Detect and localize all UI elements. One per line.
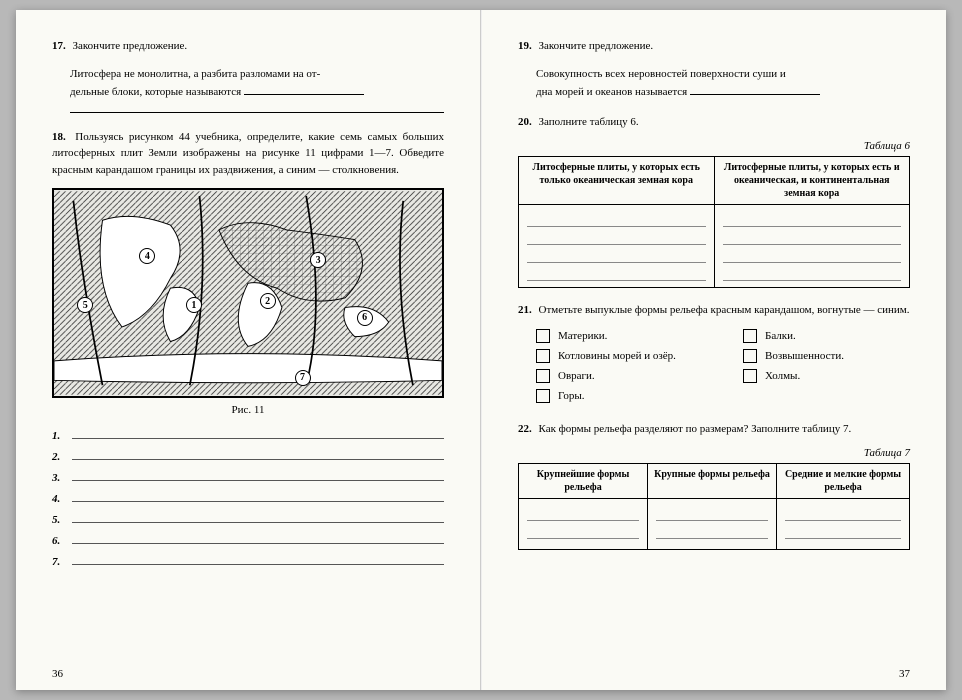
answer-lines: 1. 2. 3. 4. 5. 6. 7. (52, 430, 444, 568)
table-cell[interactable] (519, 205, 715, 288)
task-19: 19. Закончите предложение. (518, 38, 910, 55)
task-num: 19. (518, 40, 532, 52)
blank-line[interactable] (70, 112, 444, 113)
map-label-2: 2 (260, 293, 276, 309)
blank-line[interactable] (72, 459, 444, 460)
check-item: Возвышенности. (743, 349, 910, 363)
answer-line: 6. (52, 535, 444, 547)
blank-line[interactable] (72, 564, 444, 565)
map-label-7: 7 (295, 370, 311, 386)
check-item: Балки. (743, 329, 910, 343)
answer-line: 5. (52, 514, 444, 526)
table-label: Таблица 7 (518, 447, 910, 459)
table-cell[interactable] (519, 499, 648, 550)
table-header: Крупнейшие формы рельефа (519, 464, 648, 499)
table-header: Литосферные плиты, у которых есть и океа… (714, 157, 910, 205)
task-20: 20. Заполните таблицу 6. (518, 114, 910, 131)
figure-map: 1 2 3 4 5 6 7 (52, 188, 444, 398)
task-num: 22. (518, 423, 532, 435)
sentence-line: Совокупность всех неровностей поверхност… (536, 68, 786, 80)
table-header: Средние и мелкие формы рельефа (777, 464, 910, 499)
checkbox[interactable] (743, 369, 757, 383)
check-item: Котловины морей и озёр. (536, 349, 703, 363)
checkbox[interactable] (536, 389, 550, 403)
map-label-6: 6 (357, 310, 373, 326)
blank-line[interactable] (72, 480, 444, 481)
check-item: Материки. (536, 329, 703, 343)
checkbox[interactable] (536, 349, 550, 363)
blank-line[interactable] (244, 94, 364, 95)
check-item: Холмы. (743, 369, 910, 383)
task-18: 18. Пользуясь рисунком 44 учебника, опре… (52, 129, 444, 179)
blank-line[interactable] (72, 543, 444, 544)
sentence-line: Литосфера не монолитна, а разбита разлом… (70, 68, 320, 80)
check-item: Овраги. (536, 369, 703, 383)
table-cell[interactable] (648, 499, 777, 550)
checkbox[interactable] (536, 329, 550, 343)
task-text: Пользуясь рисунком 44 учебника, определи… (52, 131, 444, 176)
answer-line: 7. (52, 556, 444, 568)
page-number: 37 (899, 668, 910, 680)
task-num: 20. (518, 116, 532, 128)
page-left: 17. Закончите предложение. Литосфера не … (16, 10, 481, 690)
task-text: Отметьте выпуклые формы рельефа красным … (539, 304, 910, 316)
check-item: Горы. (536, 389, 703, 403)
task-instruction: Закончите предложение. (539, 40, 654, 52)
figure-caption: Рис. 11 (52, 404, 444, 416)
sentence-line: дна морей и океанов называется (536, 86, 687, 98)
task-num: 17. (52, 40, 66, 52)
task-instruction: Заполните таблицу 6. (539, 116, 639, 128)
task-17: 17. Закончите предложение. (52, 38, 444, 55)
book-spread: 17. Закончите предложение. Литосфера не … (16, 10, 946, 690)
task-21: 21. Отметьте выпуклые формы рельефа крас… (518, 302, 910, 319)
answer-line: 2. (52, 451, 444, 463)
world-map-svg (54, 190, 442, 396)
task-num: 21. (518, 304, 532, 316)
table-cell[interactable] (777, 499, 910, 550)
task-num: 18. (52, 131, 66, 143)
answer-line: 1. (52, 430, 444, 442)
table-cell[interactable] (714, 205, 910, 288)
checkbox[interactable] (743, 349, 757, 363)
answer-line: 3. (52, 472, 444, 484)
page-right: 19. Закончите предложение. Совокупность … (481, 10, 946, 690)
task-text: Как формы рельефа разделяют по размерам?… (539, 423, 852, 435)
check-col-left: Материки. Котловины морей и озёр. Овраги… (536, 329, 703, 409)
table-7: Крупнейшие формы рельефа Крупные формы р… (518, 463, 910, 550)
blank-line[interactable] (72, 501, 444, 502)
table-6: Литосферные плиты, у которых есть только… (518, 156, 910, 288)
sentence-line: дельные блоки, которые называются (70, 86, 241, 98)
check-col-right: Балки. Возвышенности. Холмы. (743, 329, 910, 409)
answer-line: 4. (52, 493, 444, 505)
table-header: Крупные формы рельефа (648, 464, 777, 499)
checkbox-group: Материки. Котловины морей и озёр. Овраги… (536, 329, 910, 409)
table-header: Литосферные плиты, у которых есть только… (519, 157, 715, 205)
task-17-body: Литосфера не монолитна, а разбита разлом… (70, 65, 444, 113)
task-instruction: Закончите предложение. (73, 40, 188, 52)
checkbox[interactable] (743, 329, 757, 343)
page-number: 36 (52, 668, 63, 680)
task-19-body: Совокупность всех неровностей поверхност… (536, 65, 910, 102)
blank-line[interactable] (72, 438, 444, 439)
blank-line[interactable] (690, 94, 820, 95)
table-label: Таблица 6 (518, 140, 910, 152)
checkbox[interactable] (536, 369, 550, 383)
task-22: 22. Как формы рельефа разделяют по разме… (518, 421, 910, 438)
blank-line[interactable] (72, 522, 444, 523)
